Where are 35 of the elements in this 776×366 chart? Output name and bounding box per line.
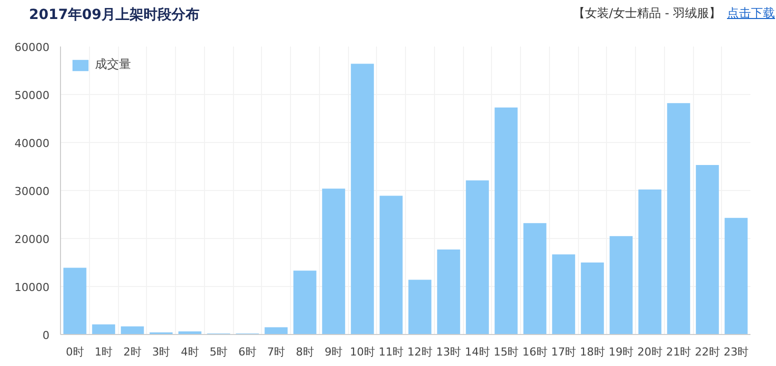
y-tick-label: 10000: [14, 281, 50, 294]
x-tick-label: 17时: [551, 346, 576, 358]
text: 【女装/女士精品 - 羽绒服】: [572, 6, 721, 20]
x-tick-label: 9时: [324, 346, 343, 358]
y-tick-label: 60000: [14, 41, 50, 54]
x-tick-label: 19时: [608, 346, 634, 358]
text: 点击下载: [727, 6, 775, 20]
y-tick-label: 30000: [14, 185, 50, 198]
y-tick-label: 40000: [14, 137, 50, 150]
y-tick-label: 50000: [14, 89, 50, 102]
x-tick-label: 7时: [267, 346, 286, 358]
x-tick-label: 20时: [637, 346, 662, 358]
x-tick-label: 11时: [378, 346, 404, 358]
x-tick-label: 6时: [238, 346, 256, 358]
x-tick-label: 23时: [724, 346, 749, 358]
x-tick-label: 1时: [94, 346, 113, 358]
x-tick-label: 21时: [666, 346, 692, 358]
y-tick-label: 20000: [14, 233, 50, 246]
x-tick-label: 8时: [296, 346, 314, 358]
x-tick-label: 12时: [407, 346, 432, 358]
x-tick-label: 3时: [152, 346, 170, 358]
x-tick-label: 10时: [350, 346, 375, 358]
x-tick-label: 4时: [180, 346, 199, 358]
x-tick-label: 16时: [522, 346, 548, 358]
x-tick-label: 2时: [123, 346, 142, 358]
x-tick-label: 5时: [210, 346, 228, 358]
x-tick-label: 18时: [580, 346, 605, 358]
x-tick-label: 14时: [464, 346, 490, 358]
y-tick-label: 0: [42, 329, 50, 342]
x-tick-label: 15时: [494, 346, 519, 358]
x-tick-label: 0时: [66, 346, 84, 358]
chart-title: 2017年09月上架时段分布: [29, 7, 200, 23]
x-tick-label: 13时: [436, 346, 462, 358]
legend-label: 成交量: [95, 56, 131, 73]
x-tick-label: 22时: [694, 346, 720, 358]
